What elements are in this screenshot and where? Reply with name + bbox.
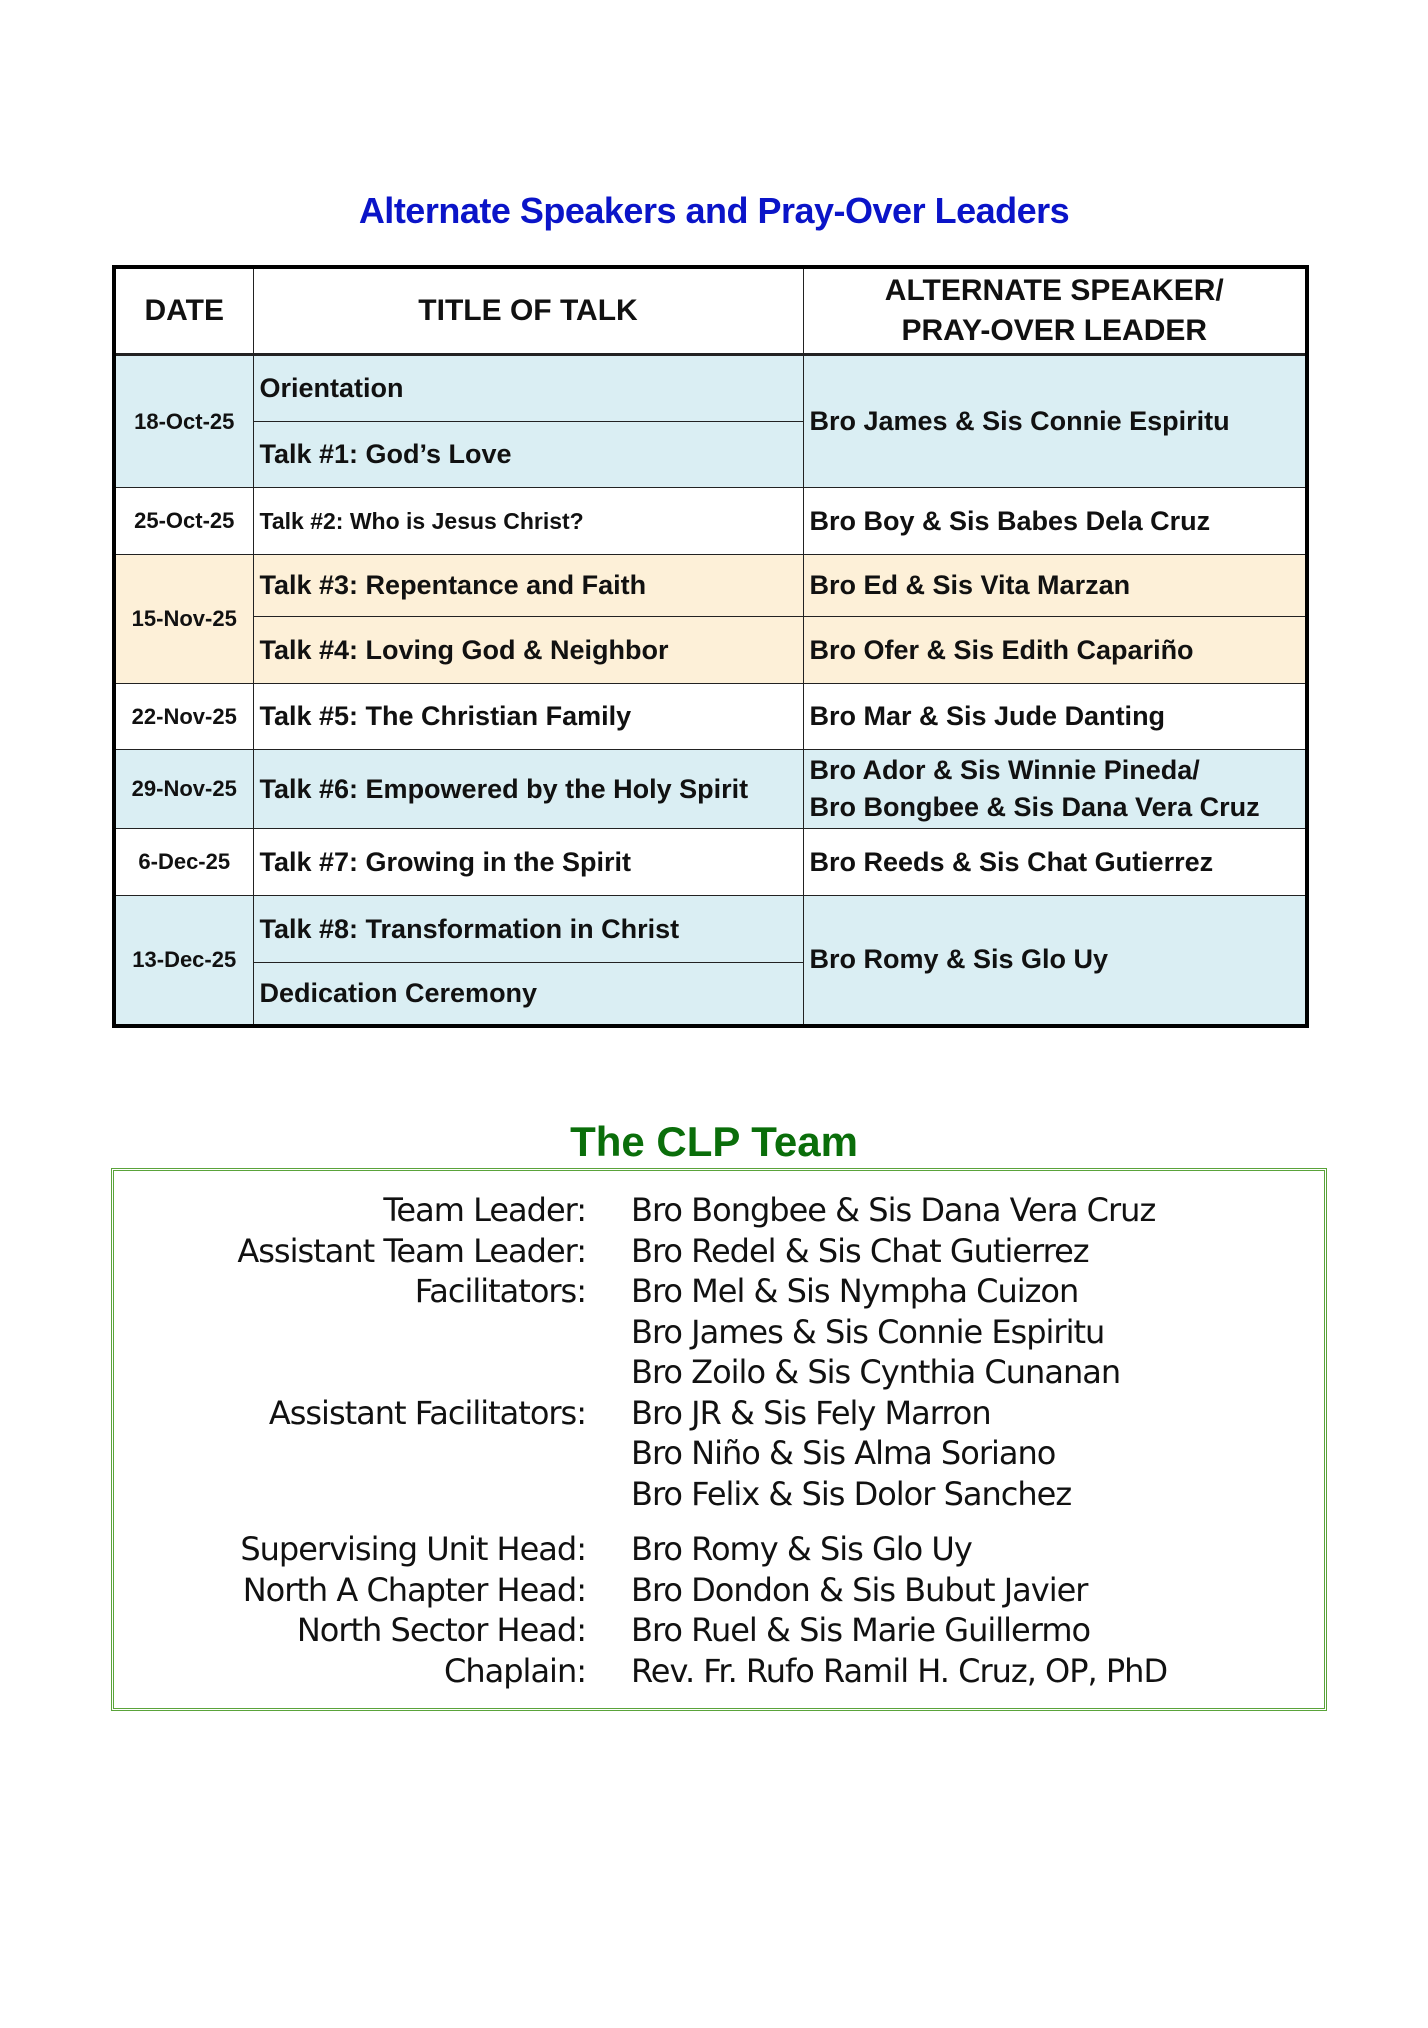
table-row: Talk #1: God’s Love — [114, 421, 1307, 488]
talk-cell: Orientation — [252, 354, 804, 422]
team-member-names: Bro Ruel & Sis Marie Guillermo — [631, 1611, 1091, 1649]
team-member-names: Bro Dondon & Sis Bubut Javier — [631, 1570, 1088, 1609]
date-cell: 6-Dec-25 — [113, 828, 254, 896]
talk-cell: Talk #6: Empowered by the Holy Spirit — [252, 749, 804, 829]
speaker-cell: Bro Ador & Sis Winnie Pineda/Bro Bongbee… — [802, 749, 1308, 829]
talk-cell: Talk #1: God’s Love — [252, 421, 804, 488]
table-row: 15-Nov-25 Talk #3: Repentance and Faith … — [113, 554, 1308, 684]
speaker-cell: Bro Boy & Sis Babes Dela Cruz — [802, 487, 1308, 555]
team-row: Assistant Team Leader: Bro Redel & Sis Ch… — [114, 1232, 1324, 1272]
team-row: Bro Felix & Sis Dolor Sanchez — [114, 1475, 1324, 1515]
table-row: 22-Nov-25 Talk #5: The Christian Family … — [113, 683, 1308, 750]
team-row: Chaplain: Rev. Fr. Rufo Ramil H. Cruz, OP… — [114, 1652, 1324, 1692]
schedule-table: DATE TITLE OF TALK ALTERNATE SPEAKER/PRA… — [112, 265, 1309, 1028]
team-member-names: Bro Romy & Sis Glo Uy — [631, 1530, 973, 1568]
team-role-label: North Sector Head: — [296, 1611, 587, 1649]
team-box: Team Leader: Bro Bongbee & Sis Dana Vera … — [111, 1168, 1327, 1711]
talk-cell: Talk #3: Repentance and Faith — [252, 554, 804, 617]
team-row: Bro Zoilo & Sis Cynthia Cunanan — [114, 1353, 1324, 1393]
date-cell: 15-Nov-25 — [113, 554, 254, 684]
team-row: Bro James & Sis Connie Espiritu — [114, 1313, 1324, 1353]
speaker-cell: Bro Reeds & Sis Chat Gutierrez — [802, 828, 1308, 896]
header-row: DATE TITLE OF TALK ALTERNATE SPEAKER/PRA… — [113, 266, 1308, 356]
table-row: Talk #4: Loving God & Neighbor Bro Ofer … — [114, 616, 1308, 684]
team-row: Supervising Unit Head: Bro Romy & Sis Glo… — [114, 1530, 1324, 1570]
date-cell: 29-Nov-25 — [113, 749, 254, 829]
team-role-label: Chaplain: — [444, 1651, 587, 1690]
date-cell: 13-Dec-25 — [113, 895, 254, 1026]
team-member-names: Bro Mel & Sis Nympha Cuizon — [631, 1272, 1079, 1310]
team-member-names: Bro Niño & Sis Alma Soriano — [631, 1434, 1056, 1472]
talk-cell: Talk #5: The Christian Family — [252, 683, 804, 750]
table-row: Dedication Ceremony — [114, 962, 1307, 1026]
date-cell: 18-Oct-25 — [113, 354, 254, 488]
speaker-line: Bro Ador & Sis Winnie Pineda/ — [809, 755, 1200, 785]
table-row: 6-Dec-25 Talk #7: Growing in the Spirit … — [113, 828, 1308, 896]
speaker-cell: Bro James & Sis Connie Espiritu — [802, 354, 1308, 488]
header-speaker-line2: PRAY-OVER LEADER — [901, 314, 1208, 347]
team-member-names: Bro Felix & Sis Dolor Sanchez — [631, 1474, 1072, 1513]
table-row: 25-Oct-25 Talk #2: Who is Jesus Christ? … — [113, 487, 1308, 555]
table-row: 18-Oct-25 Orientation Bro James & Sis Co… — [113, 354, 1308, 488]
talk-cell: Talk #2: Who is Jesus Christ? — [252, 487, 804, 555]
team-member-names: Bro JR & Sis Fely Marron — [631, 1393, 992, 1432]
header-speaker: ALTERNATE SPEAKER/PRAY-OVER LEADER — [802, 266, 1308, 356]
team-member-names: Bro Zoilo & Sis Cynthia Cunanan — [631, 1353, 1121, 1391]
team-member-names: Rev. Fr. Rufo Ramil H. Cruz, OP, PhD — [631, 1651, 1168, 1690]
speaker-line: Bro Bongbee & Sis Dana Vera Cruz — [809, 792, 1260, 822]
date-cell: 22-Nov-25 — [113, 683, 254, 750]
date-cell: 25-Oct-25 — [113, 487, 254, 555]
speaker-cell: Bro Ed & Sis Vita Marzan — [802, 554, 1308, 617]
table-row: 29-Nov-25 Talk #6: Empowered by the Holy… — [113, 749, 1308, 829]
team-row: North A Chapter Head: Bro Dondon & Sis Bu… — [114, 1571, 1324, 1611]
team-role-label: North A Chapter Head: — [242, 1570, 587, 1609]
team-row: North Sector Head: Bro Ruel & Sis Marie G… — [114, 1611, 1324, 1651]
team-row: Bro Niño & Sis Alma Soriano — [114, 1434, 1324, 1474]
team-role-label: Facilitators: — [414, 1272, 587, 1310]
header-title: TITLE OF TALK — [252, 266, 804, 356]
team-member-names: Bro Bongbee & Sis Dana Vera Cruz — [631, 1191, 1156, 1229]
team-row: Assistant Facilitators: Bro JR & Sis Fely… — [114, 1394, 1324, 1434]
schedule-title: Alternate Speakers and Pray-Over Leaders — [358, 190, 1070, 231]
team-row: Facilitators: Bro Mel & Sis Nympha Cuizon — [114, 1272, 1324, 1312]
talk-cell: Talk #4: Loving God & Neighbor — [252, 616, 804, 684]
team-role-label: Assistant Facilitators: — [268, 1393, 587, 1432]
speaker-cell: Bro Mar & Sis Jude Danting — [802, 683, 1308, 750]
table-row: 13-Dec-25 Talk #8: Transformation in Chr… — [113, 895, 1308, 1026]
team-role-label: Team Leader: — [383, 1191, 587, 1229]
header-speaker-line1: ALTERNATE SPEAKER/ — [884, 274, 1224, 307]
speaker-cell: Bro Romy & Sis Glo Uy — [802, 895, 1308, 1026]
team-role-label: Assistant Team Leader: — [237, 1231, 587, 1270]
team-title: The CLP Team — [570, 1118, 858, 1165]
speaker-cell: Bro Ofer & Sis Edith Capariño — [802, 616, 1308, 684]
talk-cell: Dedication Ceremony — [252, 962, 804, 1026]
talk-cell: Talk #8: Transformation in Christ — [252, 895, 804, 963]
team-member-names: Bro James & Sis Connie Espiritu — [631, 1312, 1105, 1351]
header-date: DATE — [113, 266, 254, 356]
team-row: Team Leader: Bro Bongbee & Sis Dana Vera … — [114, 1191, 1324, 1231]
team-member-names: Bro Redel & Sis Chat Gutierrez — [631, 1231, 1090, 1270]
talk-cell: Talk #7: Growing in the Spirit — [252, 828, 804, 896]
team-role-label: Supervising Unit Head: — [240, 1530, 587, 1568]
